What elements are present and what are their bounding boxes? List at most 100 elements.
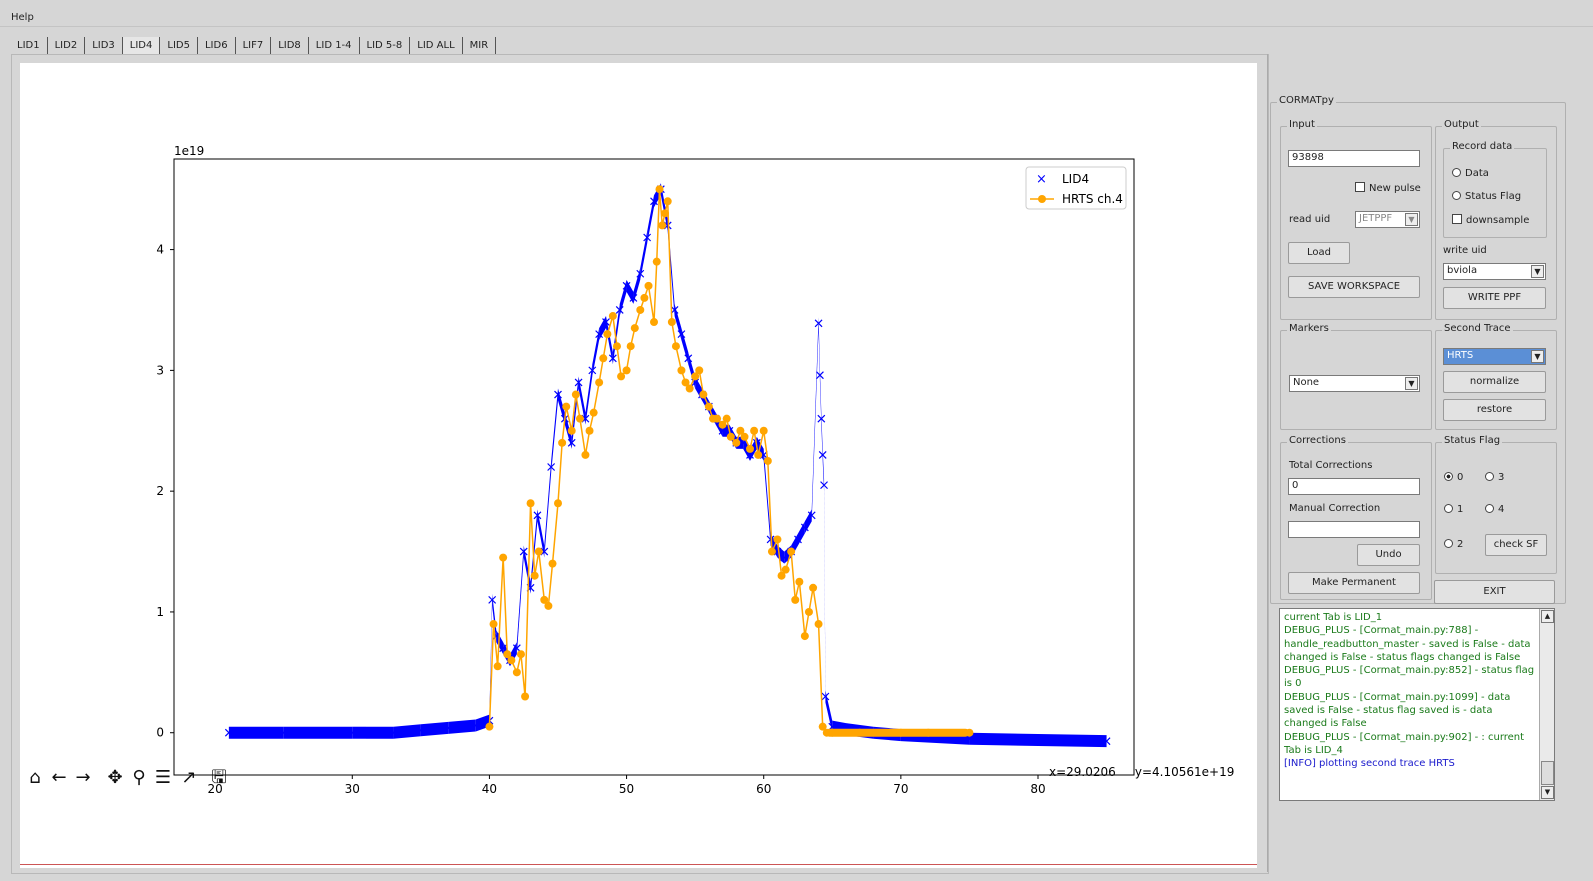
tab-lid6[interactable]: LID6 bbox=[197, 37, 236, 54]
subplots-config-icon[interactable]: ☰ bbox=[154, 767, 172, 788]
input-title: Input bbox=[1287, 119, 1317, 130]
status-flag-radio-2[interactable]: 2 bbox=[1444, 539, 1463, 550]
hrts-point bbox=[503, 650, 512, 659]
chevron-down-icon: ▼ bbox=[1531, 350, 1544, 363]
status-flag-radio-4[interactable]: 4 bbox=[1485, 504, 1504, 515]
home-icon[interactable]: ⌂ bbox=[29, 767, 41, 788]
write-uid-select[interactable]: bviola ▼ bbox=[1443, 263, 1546, 280]
zoom-icon[interactable]: ⚲ bbox=[132, 767, 146, 788]
tab-lid-1-4[interactable]: LID 1-4 bbox=[308, 37, 360, 54]
scroll-up-icon[interactable]: ▲ bbox=[1541, 610, 1554, 623]
hrts-point bbox=[759, 426, 768, 435]
hrts-point bbox=[652, 257, 661, 266]
hrts-point bbox=[581, 450, 590, 459]
forward-arrow-icon[interactable]: → bbox=[75, 767, 91, 788]
lid4-band bbox=[798, 521, 805, 546]
lid4-band bbox=[821, 412, 823, 461]
hrts-point bbox=[595, 378, 604, 387]
downsample-label: downsample bbox=[1466, 215, 1530, 226]
markers-select[interactable]: None ▼ bbox=[1289, 375, 1420, 392]
menu-help[interactable]: Help bbox=[11, 12, 34, 23]
check-sf-button[interactable]: check SF bbox=[1485, 534, 1547, 556]
normalize-button[interactable]: normalize bbox=[1443, 371, 1546, 393]
read-uid-value: JETPPF bbox=[1359, 213, 1393, 224]
tab-lif7[interactable]: LIF7 bbox=[235, 37, 272, 54]
legend-marker-hrts-dot bbox=[1038, 195, 1046, 203]
second-trace-select[interactable]: HRTS ▼ bbox=[1443, 348, 1546, 365]
write-ppf-button[interactable]: WRITE PPF bbox=[1443, 287, 1546, 309]
pulse-input[interactable]: 93898 bbox=[1288, 150, 1420, 167]
undo-button[interactable]: Undo bbox=[1357, 544, 1420, 566]
lid4-band bbox=[366, 726, 394, 739]
log-line: DEBUG_PLUS - [Cormat_main.py:788] - hand… bbox=[1284, 625, 1531, 663]
tab-mir[interactable]: MIR bbox=[462, 37, 497, 54]
hrts-point bbox=[636, 305, 645, 314]
new-pulse-checkbox[interactable]: New pulse bbox=[1355, 182, 1421, 194]
exit-button[interactable]: EXIT bbox=[1434, 580, 1555, 604]
status-flag-radio-0[interactable]: 0 bbox=[1444, 472, 1463, 483]
scroll-thumb[interactable] bbox=[1541, 761, 1554, 785]
plot-svg: 20 30 40 50 60 70 80 0 1 2 3 4 1e19 × LID4 HRTS ch.… bbox=[156, 144, 1135, 796]
y-tick-label: 2 bbox=[156, 484, 164, 498]
tab-lid3[interactable]: LID3 bbox=[85, 37, 123, 54]
hrts-line bbox=[488, 189, 970, 734]
tab-lid-all[interactable]: LID ALL bbox=[410, 37, 463, 54]
legend-label-lid4: LID4 bbox=[1062, 172, 1089, 186]
manual-correction-label: Manual Correction bbox=[1289, 503, 1381, 514]
hrts-point bbox=[795, 577, 804, 586]
log-output[interactable]: current Tab is LID_1 DEBUG_PLUS - [Cormat… bbox=[1279, 608, 1555, 801]
load-button[interactable]: Load bbox=[1288, 242, 1350, 264]
restore-button[interactable]: restore bbox=[1443, 399, 1546, 421]
hrts-point bbox=[814, 620, 823, 629]
x-tick-label: 20 bbox=[208, 782, 223, 796]
record-data-radio[interactable]: Data bbox=[1452, 168, 1489, 179]
tab-lid4[interactable]: LID4 bbox=[122, 37, 161, 54]
hrts-point bbox=[809, 583, 818, 592]
record-data-title: Record data bbox=[1450, 141, 1515, 152]
tab-lid2[interactable]: LID2 bbox=[47, 37, 86, 54]
corrections-title: Corrections bbox=[1287, 435, 1348, 446]
manual-correction-field[interactable] bbox=[1288, 521, 1420, 538]
downsample-checkbox[interactable]: downsample bbox=[1452, 214, 1529, 226]
lid4-band bbox=[674, 303, 682, 341]
back-arrow-icon[interactable]: ← bbox=[51, 767, 67, 788]
record-status-flag-radio[interactable]: Status Flag bbox=[1452, 191, 1521, 202]
read-uid-select[interactable]: JETPPF ▼ bbox=[1355, 211, 1420, 228]
pan-icon[interactable]: ✥ bbox=[107, 767, 123, 788]
lid4-band bbox=[558, 388, 565, 425]
log-scrollbar[interactable]: ▲ ▼ bbox=[1539, 609, 1554, 800]
save-workspace-button[interactable]: SAVE WORKSPACE bbox=[1288, 276, 1420, 298]
tab-lid8[interactable]: LID8 bbox=[271, 37, 309, 54]
lid4-point bbox=[608, 354, 617, 363]
cormatpy-title: CORMATpy bbox=[1277, 95, 1336, 106]
chevron-down-icon: ▼ bbox=[1405, 213, 1418, 226]
make-permanent-button[interactable]: Make Permanent bbox=[1288, 572, 1420, 594]
hrts-point bbox=[499, 553, 508, 562]
lid4-band bbox=[599, 316, 606, 341]
hrts-point bbox=[722, 414, 731, 423]
lid4-band bbox=[592, 328, 600, 377]
tab-lid5[interactable]: LID5 bbox=[160, 37, 198, 54]
lid4-band bbox=[544, 461, 552, 558]
status-flag-radio-1[interactable]: 1 bbox=[1444, 504, 1463, 515]
hrts-point bbox=[589, 408, 598, 417]
status-flag-radio-3[interactable]: 3 bbox=[1485, 472, 1504, 483]
hrts-point bbox=[540, 595, 549, 604]
save-icon[interactable]: 🖫 bbox=[211, 767, 227, 788]
lid4-band bbox=[763, 448, 771, 546]
tab-lid-5-8[interactable]: LID 5-8 bbox=[359, 37, 411, 54]
scroll-down-icon[interactable]: ▼ bbox=[1541, 786, 1554, 799]
panel-separator[interactable] bbox=[1267, 54, 1268, 872]
second-trace-title: Second Trace bbox=[1442, 323, 1513, 334]
tab-lid1[interactable]: LID1 bbox=[10, 37, 48, 54]
log-line: [INFO] plotting second trace HRTS bbox=[1284, 758, 1455, 770]
hrts-point bbox=[603, 330, 612, 339]
total-corrections-field[interactable]: 0 bbox=[1288, 478, 1420, 495]
lid4-band bbox=[606, 316, 613, 365]
new-pulse-label: New pulse bbox=[1369, 183, 1421, 194]
series-hrts bbox=[485, 185, 974, 737]
write-uid-label: write uid bbox=[1443, 245, 1487, 256]
hrts-point bbox=[485, 722, 494, 731]
edit-axis-icon[interactable]: ↗ bbox=[181, 767, 197, 788]
markers-title: Markers bbox=[1287, 323, 1331, 334]
